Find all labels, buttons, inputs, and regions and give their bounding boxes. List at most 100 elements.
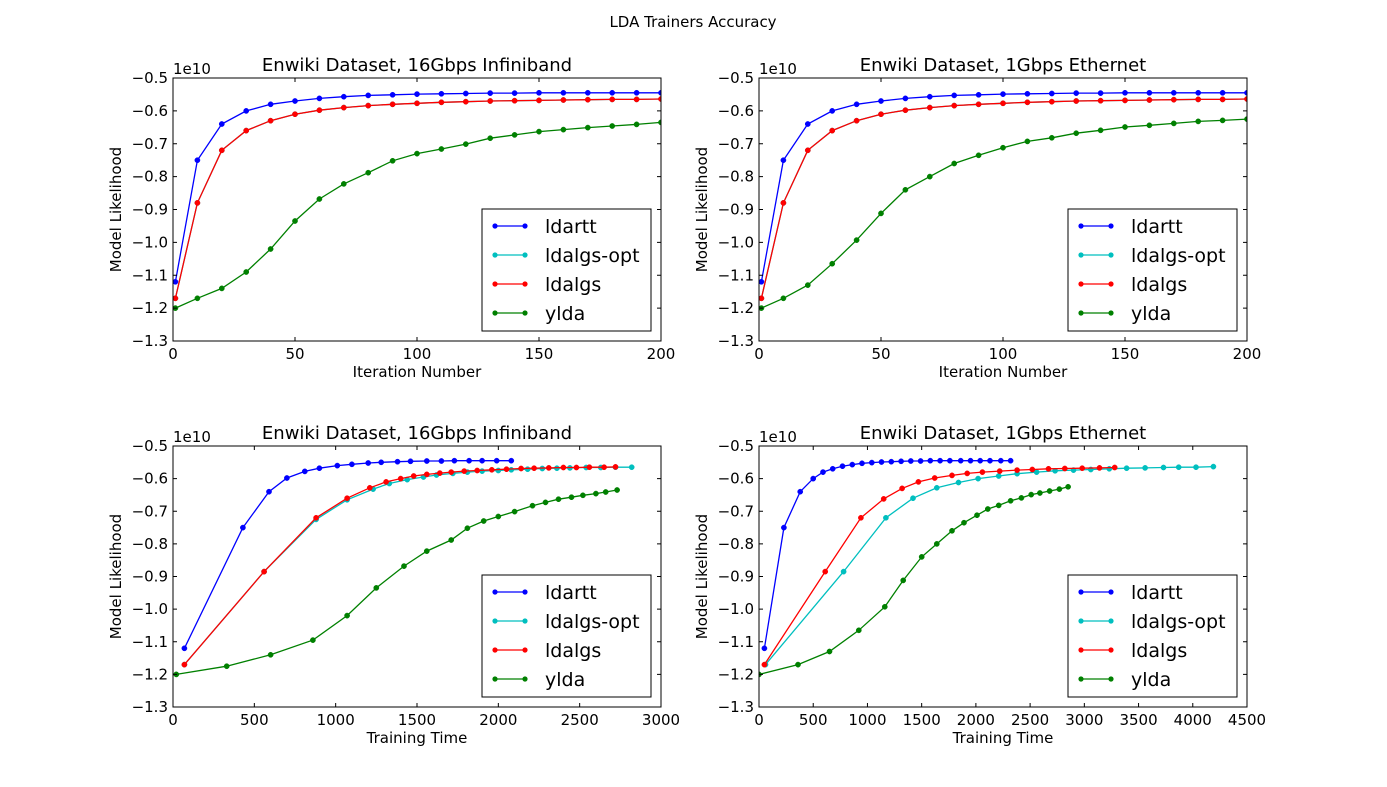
data-point-ylda [340, 181, 347, 187]
subplot-title: Enwiki Dataset, 16Gbps Infiniband [262, 55, 572, 76]
data-point-ldalgs [410, 473, 417, 479]
data-point-ldalgs [218, 147, 225, 154]
legend-marker-ldartt [492, 589, 498, 595]
data-point-ylda [780, 295, 787, 302]
data-point-ldartt [1024, 90, 1031, 97]
data-point-ylda [1007, 497, 1014, 504]
data-point-ylda [267, 651, 274, 658]
legend-marker-ylda [1078, 310, 1084, 316]
y-tick-label: −1.2 [132, 665, 168, 683]
data-point-ldalgs [536, 97, 542, 104]
data-point-ldartt [997, 457, 1004, 464]
data-point-ldartt [316, 465, 323, 472]
data-point-ylda [1146, 122, 1153, 129]
data-point-ldalgs [858, 514, 864, 521]
x-tick-label: 2500 [1011, 711, 1049, 729]
data-point-ylda [584, 124, 591, 131]
data-point-ldalgs [438, 99, 445, 106]
data-point-ldartt [780, 157, 787, 164]
y-tick-label: −0.9 [132, 568, 168, 586]
data-point-ylda [902, 186, 909, 193]
x-tick-label: 3500 [1119, 711, 1157, 729]
legend-marker-ldalgs [492, 281, 498, 287]
data-point-ldartt [340, 93, 347, 100]
data-point-ldartt [173, 278, 179, 285]
data-point-ldalgs [487, 98, 494, 104]
data-point-ldalgs-opt [910, 495, 916, 502]
data-point-ldartt [536, 89, 542, 96]
data-point-ldalgs [633, 96, 640, 103]
y-tick-label: −1.0 [718, 600, 754, 618]
data-point-ldalgs [389, 101, 396, 108]
legend-label-ldartt: ldartt [1131, 216, 1183, 238]
data-point-ldartt [423, 458, 430, 464]
y-tick-label: −0.9 [132, 201, 168, 219]
legend-label-ldalgs-opt: ldalgs-opt [545, 611, 640, 633]
x-tick-label: 3000 [642, 711, 680, 729]
data-point-ylda [1244, 116, 1247, 122]
y-tick-label: −0.5 [718, 437, 754, 455]
data-point-ylda [1028, 491, 1035, 498]
data-point-ldalgs [560, 97, 567, 103]
data-point-ylda [1024, 138, 1031, 145]
legend-marker-ldalgs-opt [1108, 618, 1114, 624]
data-point-ylda [829, 260, 836, 267]
axis-offset-text: 1e10 [173, 428, 211, 446]
data-point-ldalgs-opt [1123, 465, 1130, 472]
data-point-ldalgs [926, 104, 933, 111]
data-point-ldartt [378, 459, 385, 466]
data-point-ylda [462, 141, 469, 147]
x-tick-label: 100 [403, 345, 432, 363]
data-point-ylda [855, 627, 862, 634]
data-point-ylda [1056, 486, 1063, 492]
legend-marker-ylda [522, 676, 528, 682]
x-tick-label: 0 [168, 345, 178, 363]
y-axis-label: Model Likelihood [693, 514, 711, 639]
data-point-ldartt [967, 457, 974, 464]
data-point-ldartt [301, 468, 308, 475]
subplot-1: 0 50 100 150 200 −1.3 −1.2 −1.1 −1.0 −0.9 −0.8 −0.7… [107, 55, 675, 381]
legend-marker-ldalgs [522, 647, 528, 653]
legend-frame [1067, 208, 1238, 332]
data-point-ldartt [761, 645, 768, 652]
data-point-ldalgs [462, 98, 469, 105]
data-point-ldalgs [1079, 465, 1086, 472]
data-point-ldalgs [560, 464, 567, 471]
legend-marker-ylda [522, 310, 528, 316]
data-point-ylda [609, 123, 616, 129]
data-point-ylda [1048, 134, 1055, 141]
y-axis-label: Model Likelihood [107, 514, 125, 639]
series-line-ldalgs [763, 466, 1115, 665]
data-point-ldartt [1195, 89, 1202, 96]
y-tick-label: −0.6 [132, 470, 168, 488]
data-point-ldalgs [584, 96, 591, 103]
y-tick-label: −0.8 [718, 535, 754, 553]
y-tick-label: −0.7 [718, 502, 754, 520]
data-point-ldartt [1122, 89, 1128, 96]
legend-label-ylda: ylda [1131, 669, 1171, 691]
data-point-ldalgs [1029, 466, 1036, 473]
data-point-ylda [974, 512, 980, 519]
data-point-ylda [918, 554, 925, 560]
y-tick-label: −1.1 [718, 633, 754, 651]
data-point-ldalgs [194, 200, 201, 206]
data-point-ldartt [414, 91, 420, 97]
data-point-ldartt [898, 458, 904, 465]
series-group [173, 89, 661, 311]
data-point-ldartt [609, 89, 616, 96]
x-tick-label: 1000 [848, 711, 886, 729]
y-tick-label: −0.9 [718, 201, 754, 219]
data-point-ldalgs [1244, 96, 1247, 102]
data-point-ylda [1170, 120, 1177, 127]
data-point-ldalgs [365, 102, 372, 109]
x-tick-label: 0 [754, 711, 764, 729]
data-point-ldartt [804, 121, 811, 127]
legend-marker-ldalgs [1108, 281, 1114, 287]
y-axis-label: Model Likelihood [107, 147, 125, 272]
data-point-ldartt [977, 457, 984, 464]
data-point-ldalgs [366, 484, 373, 491]
legend-marker-ldartt [1108, 223, 1114, 229]
data-point-ldartt [462, 90, 469, 97]
data-point-ldalgs [243, 127, 250, 134]
data-point-ylda [1046, 488, 1053, 494]
